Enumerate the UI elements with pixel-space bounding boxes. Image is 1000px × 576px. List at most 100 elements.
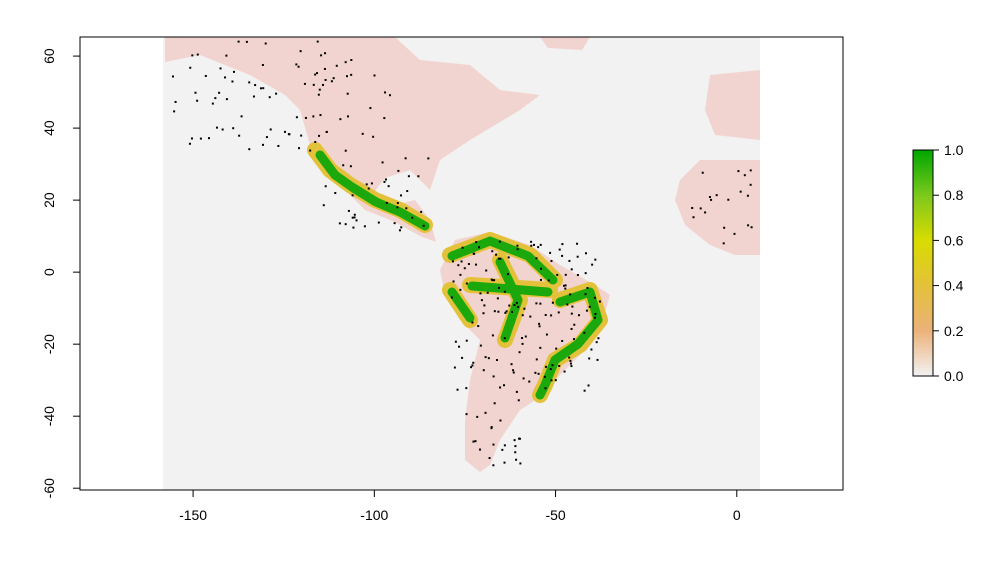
occurrence-dot xyxy=(199,137,202,140)
occurrence-dot xyxy=(515,390,518,393)
occurrence-dot xyxy=(460,260,463,263)
occurrence-dot xyxy=(539,278,542,281)
occurrence-dot xyxy=(491,250,494,253)
occurrence-dot xyxy=(312,83,315,86)
occurrence-dot xyxy=(454,340,457,343)
occurrence-dot xyxy=(545,333,548,336)
occurrence-dot xyxy=(746,194,749,197)
occurrence-dot xyxy=(387,185,390,188)
occurrence-dot xyxy=(370,182,373,185)
y-tick-label: -60 xyxy=(41,478,57,498)
occurrence-dot xyxy=(474,263,477,266)
occurrence-dot xyxy=(517,305,520,308)
occurrence-dot xyxy=(472,440,475,443)
occurrence-dot xyxy=(544,365,547,368)
occurrence-dot xyxy=(568,259,571,262)
occurrence-dot xyxy=(215,126,218,129)
occurrence-dot xyxy=(576,242,579,245)
occurrence-dot xyxy=(551,364,554,367)
occurrence-dot xyxy=(194,91,197,94)
occurrence-dot xyxy=(523,307,526,310)
occurrence-dot xyxy=(588,357,591,360)
occurrence-dot xyxy=(225,98,228,101)
occurrence-dot xyxy=(237,40,240,43)
occurrence-dot xyxy=(397,169,400,172)
occurrence-dot xyxy=(221,128,224,131)
occurrence-dot xyxy=(252,95,255,98)
occurrence-dot xyxy=(353,216,356,219)
occurrence-dot xyxy=(564,287,567,290)
occurrence-dot xyxy=(750,226,753,229)
occurrence-dot xyxy=(558,364,561,367)
occurrence-dot xyxy=(530,240,533,243)
occurrence-dot xyxy=(316,40,319,43)
occurrence-dot xyxy=(325,130,328,133)
occurrence-dot xyxy=(396,202,399,205)
occurrence-dot xyxy=(561,243,564,246)
occurrence-dot xyxy=(743,174,746,177)
occurrence-dot xyxy=(367,187,370,190)
occurrence-dot xyxy=(596,358,599,361)
occurrence-dot xyxy=(691,206,694,209)
occurrence-dot xyxy=(332,77,335,80)
occurrence-dot xyxy=(544,313,547,316)
occurrence-dot xyxy=(514,445,517,448)
occurrence-dot xyxy=(535,302,538,305)
occurrence-dot xyxy=(231,80,234,83)
occurrence-dot xyxy=(318,88,321,91)
occurrence-dot xyxy=(232,127,235,130)
occurrence-dot xyxy=(324,185,327,188)
occurrence-dot xyxy=(490,427,493,430)
occurrence-dot xyxy=(561,254,564,257)
occurrence-dot xyxy=(540,267,543,270)
occurrence-dot xyxy=(535,257,538,260)
occurrence-dot xyxy=(261,63,264,66)
occurrence-dot xyxy=(723,226,726,229)
y-tick-label: -20 xyxy=(41,334,57,354)
occurrence-dot xyxy=(189,66,192,69)
occurrence-dot xyxy=(534,371,537,374)
occurrence-dot xyxy=(188,142,191,145)
occurrence-dot xyxy=(344,149,347,152)
occurrence-dot xyxy=(571,305,574,308)
occurrence-dot xyxy=(593,316,596,319)
occurrence-dot xyxy=(288,133,291,136)
occurrence-dot xyxy=(550,314,553,317)
occurrence-dot xyxy=(513,439,516,442)
occurrence-dot xyxy=(490,426,493,429)
occurrence-dot xyxy=(480,299,483,302)
occurrence-dot xyxy=(298,147,301,150)
occurrence-dot xyxy=(427,157,430,160)
occurrence-dot xyxy=(381,161,384,164)
occurrence-dot xyxy=(576,255,579,258)
occurrence-dot xyxy=(576,274,579,277)
occurrence-dot xyxy=(207,137,210,140)
occurrence-dot xyxy=(467,263,470,266)
occurrence-dot xyxy=(346,92,349,95)
occurrence-dot xyxy=(539,302,542,305)
occurrence-dot xyxy=(453,366,456,369)
occurrence-dot xyxy=(492,443,495,446)
occurrence-dot xyxy=(262,87,265,90)
occurrence-dot xyxy=(593,296,596,299)
occurrence-dot xyxy=(174,100,177,103)
occurrence-dot xyxy=(497,257,500,260)
y-tick-label: -40 xyxy=(41,406,57,426)
occurrence-dot xyxy=(583,331,586,334)
occurrence-dot xyxy=(564,273,567,276)
occurrence-dot xyxy=(411,216,414,219)
occurrence-dot xyxy=(722,242,725,245)
occurrence-dot xyxy=(456,388,459,391)
occurrence-dot xyxy=(351,194,354,197)
occurrence-dot xyxy=(737,170,740,173)
occurrence-dot xyxy=(451,260,454,263)
occurrence-dot xyxy=(406,190,409,193)
occurrence-dot xyxy=(551,301,554,304)
occurrence-dot xyxy=(597,337,600,340)
occurrence-dot xyxy=(240,115,243,118)
occurrence-dot xyxy=(569,362,572,365)
occurrence-dot xyxy=(521,342,524,345)
occurrence-dot xyxy=(268,96,271,99)
occurrence-dot xyxy=(384,178,387,181)
occurrence-dot xyxy=(492,464,495,467)
